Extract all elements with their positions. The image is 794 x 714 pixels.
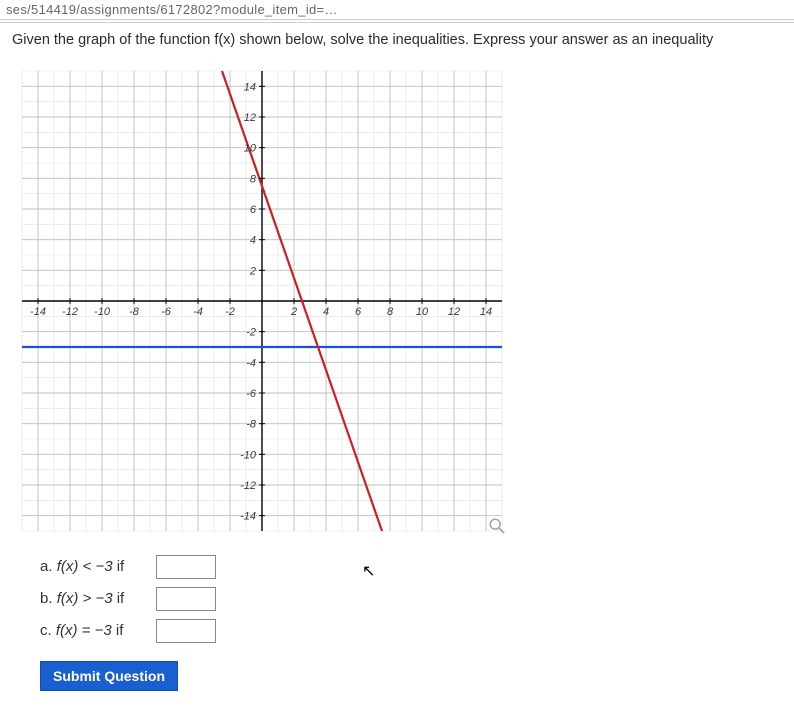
svg-text:4: 4 bbox=[323, 306, 329, 318]
graph-plot: -14 -12 -10 -8 -6 -4 -2 2 4 6 8 10 12 14 -14 -12 -10 -8 -6… bbox=[12, 61, 512, 541]
svg-text:-2: -2 bbox=[225, 306, 235, 318]
svg-text:-8: -8 bbox=[246, 418, 257, 430]
svg-text:-4: -4 bbox=[246, 357, 256, 369]
questions-block: a. f(x) < −3 if b. f(x) > −3 if c. f(x) … bbox=[40, 555, 784, 643]
svg-text:8: 8 bbox=[250, 173, 257, 185]
svg-text:2: 2 bbox=[290, 306, 297, 318]
svg-text:10: 10 bbox=[416, 306, 429, 318]
question-a-label: a. f(x) < −3 if bbox=[40, 558, 150, 575]
question-c: c. f(x) = −3 if bbox=[40, 619, 784, 643]
svg-text:-6: -6 bbox=[161, 306, 172, 318]
svg-text:12: 12 bbox=[244, 112, 256, 124]
svg-text:-12: -12 bbox=[240, 480, 256, 492]
svg-text:2: 2 bbox=[249, 265, 256, 277]
svg-text:-4: -4 bbox=[193, 306, 203, 318]
question-c-label: c. f(x) = −3 if bbox=[40, 622, 150, 639]
svg-text:-2: -2 bbox=[246, 326, 256, 338]
svg-text:14: 14 bbox=[244, 81, 256, 93]
question-b: b. f(x) > −3 if bbox=[40, 587, 784, 611]
svg-text:-14: -14 bbox=[240, 510, 256, 522]
svg-text:4: 4 bbox=[250, 234, 256, 246]
graph-container: -14 -12 -10 -8 -6 -4 -2 2 4 6 8 10 12 14 -14 -12 -10 -8 -6… bbox=[12, 61, 512, 541]
svg-text:-14: -14 bbox=[30, 306, 46, 318]
svg-text:-8: -8 bbox=[129, 306, 140, 318]
svg-text:6: 6 bbox=[250, 204, 257, 216]
svg-text:-12: -12 bbox=[62, 306, 78, 318]
answer-input-c[interactable] bbox=[156, 619, 216, 643]
magnifier-icon[interactable] bbox=[488, 517, 506, 535]
svg-text:6: 6 bbox=[355, 306, 362, 318]
svg-text:-10: -10 bbox=[94, 306, 111, 318]
answer-input-a[interactable] bbox=[156, 555, 216, 579]
url-fragment: ses/514419/assignments/6172802?module_it… bbox=[0, 0, 794, 20]
svg-text:8: 8 bbox=[387, 306, 394, 318]
prompt-text: Given the graph of the function f(x) sho… bbox=[12, 31, 782, 51]
question-b-label: b. f(x) > −3 if bbox=[40, 590, 150, 607]
svg-text:-6: -6 bbox=[246, 388, 257, 400]
answer-input-b[interactable] bbox=[156, 587, 216, 611]
svg-text:14: 14 bbox=[480, 306, 492, 318]
svg-text:12: 12 bbox=[448, 306, 460, 318]
submit-button[interactable]: Submit Question bbox=[40, 661, 178, 691]
svg-text:10: 10 bbox=[244, 142, 257, 154]
question-content: Given the graph of the function f(x) sho… bbox=[0, 23, 794, 701]
svg-text:-10: -10 bbox=[240, 449, 257, 461]
question-a: a. f(x) < −3 if bbox=[40, 555, 784, 579]
